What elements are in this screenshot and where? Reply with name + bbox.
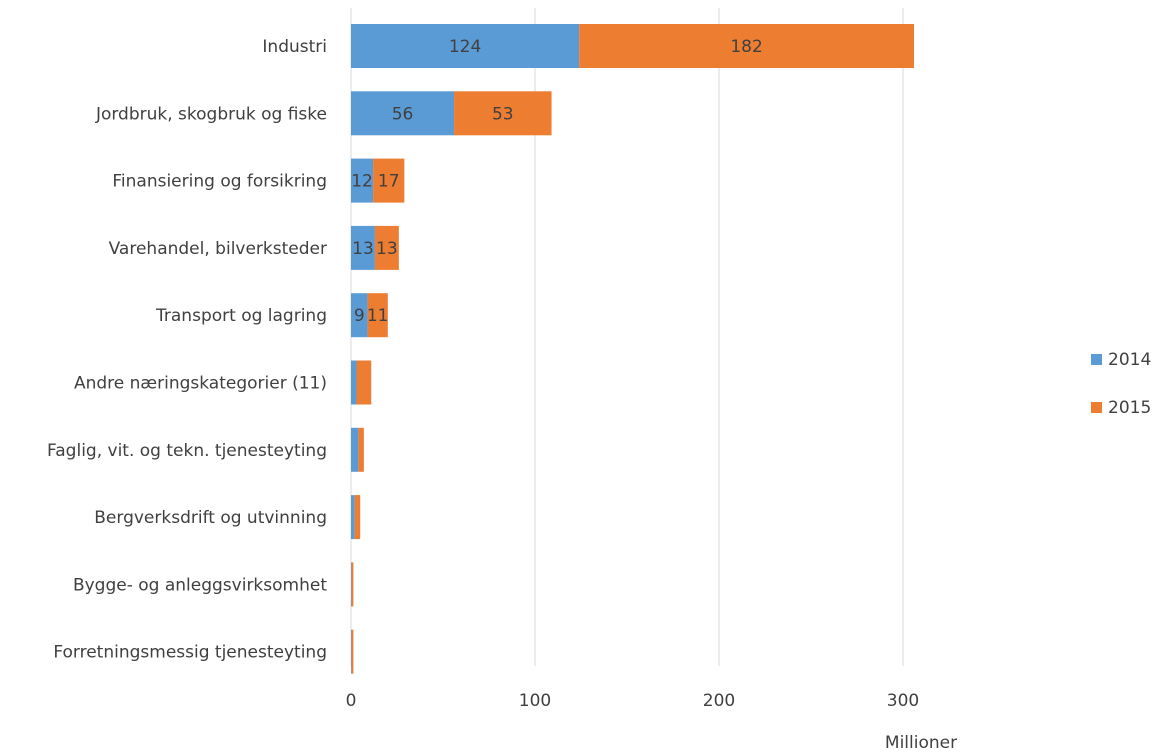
bar-segment: [351, 293, 368, 338]
bar-segment: [351, 495, 355, 540]
data-label: 53: [492, 104, 514, 124]
x-tick-label: 200: [703, 691, 735, 711]
bar-segment: [351, 24, 580, 68]
legend-swatch: [1091, 402, 1102, 413]
data-label: 56: [392, 104, 414, 124]
x-tick-label: 0: [346, 691, 357, 711]
bar-segment: [579, 24, 915, 68]
data-labels: 124 182 56 53 12 17 13 13 9 11: [351, 37, 763, 326]
category-label: Forretningsmessig tjenesteyting: [53, 643, 327, 663]
category-label: Andre næringskategorier (11): [74, 374, 327, 394]
bar-segment: [351, 562, 352, 607]
data-label: 9: [354, 306, 365, 326]
bar-segment: [351, 629, 354, 674]
data-label: 13: [376, 239, 398, 259]
data-label: 12: [351, 172, 373, 192]
data-label: 13: [352, 239, 374, 259]
bar-segment: [358, 427, 364, 472]
bar-segment: [351, 91, 455, 136]
data-label: 17: [378, 172, 400, 192]
data-label: 182: [730, 37, 762, 57]
data-label: 11: [367, 306, 389, 326]
bar-segment: [351, 360, 357, 405]
bar-segment: [373, 158, 405, 203]
category-label: Faglig, vit. og tekn. tjenesteyting: [47, 441, 327, 461]
x-tick-labels: 0 100 200 300: [346, 691, 920, 711]
bar-segment: [354, 495, 361, 540]
data-label: 124: [449, 37, 481, 57]
category-label: Jordbruk, skogbruk og fiske: [95, 104, 327, 124]
bar-segment: [356, 360, 372, 405]
bar-segment: [367, 293, 388, 338]
category-label: Finansiering og forsikring: [112, 172, 327, 192]
bar-segment: [351, 427, 359, 472]
legend-label: 2015: [1108, 398, 1151, 418]
bar-segment: [351, 158, 374, 203]
x-tick-label: 300: [887, 691, 919, 711]
bar-segment: [351, 225, 375, 270]
legend-swatch: [1091, 354, 1102, 365]
category-labels: Industri Jordbruk, skogbruk og fiske Finan…: [47, 37, 327, 663]
x-tick-label: 100: [519, 691, 551, 711]
bar-segment: [351, 562, 354, 607]
x-unit-label: Millioner: [885, 733, 957, 753]
bar-segment: [351, 629, 352, 674]
category-label: Bergverksdrift og utvinning: [94, 508, 327, 528]
category-label: Industri: [262, 37, 327, 57]
bar-segment: [454, 91, 552, 136]
category-label: Transport og lagring: [155, 306, 327, 326]
category-label: Varehandel, bilverksteder: [109, 239, 327, 259]
category-label: Bygge- og anleggsvirksomhet: [73, 575, 327, 595]
bar-segment: [374, 225, 399, 270]
legend: 2014 2015: [1091, 350, 1151, 418]
bars: [351, 24, 915, 674]
legend-label: 2014: [1108, 350, 1151, 370]
